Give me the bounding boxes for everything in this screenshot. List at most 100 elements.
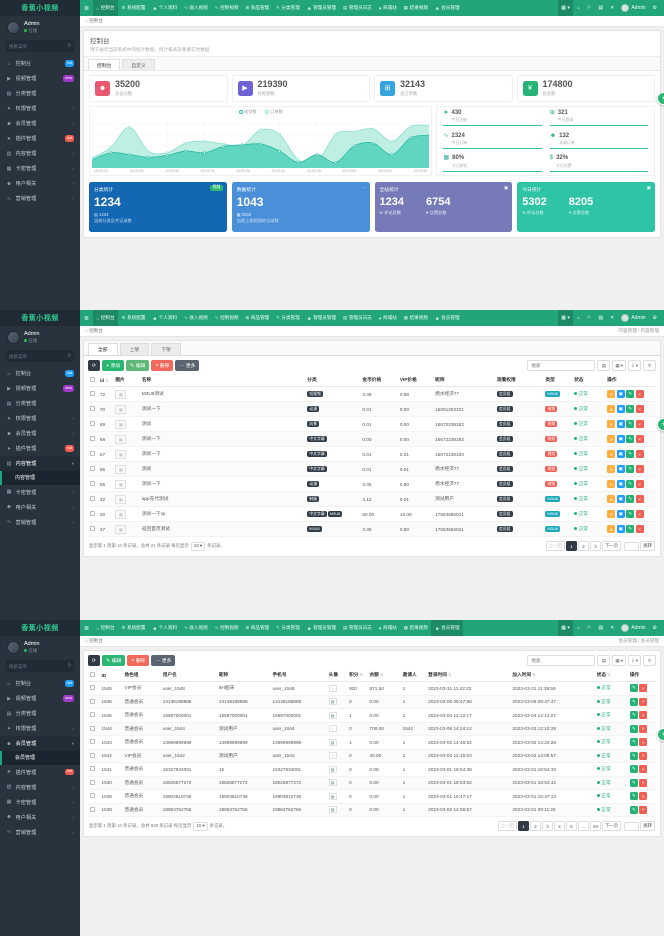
nav-item-6[interactable]: ⊞ 商品管理 [242, 0, 273, 16]
delete-button[interactable]: × [635, 480, 644, 488]
page-button-...[interactable]: ... [578, 821, 590, 831]
row-checkbox[interactable] [90, 712, 95, 718]
nav-item-8[interactable]: ☻ 管理员管理 [303, 310, 339, 326]
sidebar-item-4[interactable]: ✦ 权限管理 ‹ [0, 411, 80, 426]
home-icon[interactable]: ⌂ [576, 5, 580, 11]
delete-button[interactable]: × [635, 525, 644, 533]
detail-button[interactable]: ▣ [616, 435, 625, 443]
page-button-上一页[interactable]: 上一页 [497, 821, 518, 831]
nav-item-4[interactable]: ∿ 收入视频 [181, 310, 212, 326]
nav-item-12[interactable]: ☻ 会员管理 [431, 310, 463, 326]
dashboard-tab-1[interactable]: 控制台 [88, 59, 121, 70]
edit-button[interactable]: ✎ [626, 450, 635, 458]
nav-item-11[interactable]: ▦ 结果视频 [400, 620, 431, 636]
edit-button[interactable]: ✎ [629, 711, 638, 720]
apps-menu-icon[interactable]: ▦ ▾ [558, 310, 573, 326]
row-select-cell[interactable] [88, 461, 98, 477]
row-select-cell[interactable] [88, 708, 100, 723]
file-icon[interactable]: ▤ [598, 625, 604, 631]
page-tab-3[interactable]: 下架 [151, 343, 181, 355]
bell-icon[interactable]: ⚐ [586, 5, 592, 11]
sidebar-item-9[interactable]: ☻ 用户相关 ‹ [0, 500, 80, 515]
user-menu[interactable]: Admin [618, 314, 648, 322]
page-button-2[interactable]: 2 [578, 541, 590, 551]
page-button-5[interactable]: 5 [566, 821, 578, 831]
nav-item-5[interactable]: ∿ 控制视频 [211, 310, 242, 326]
sidebar-item-6[interactable]: ➤ 插件管理 hot [0, 131, 80, 146]
detail-button[interactable]: ▣ [616, 420, 625, 428]
col-header-类型[interactable]: 类型 [543, 374, 573, 387]
page-button-上一页[interactable]: 上一页 [545, 541, 566, 551]
view-button[interactable]: ≡ [607, 420, 616, 428]
delete-button[interactable]: × [639, 805, 648, 814]
col-header-登录时间[interactable]: 登录时间⇅ [426, 669, 511, 682]
brand-logo[interactable]: 香蕉小视频 [0, 0, 80, 16]
sidebar-item-7[interactable]: ▥ 内容管理 ‹ [0, 780, 80, 795]
delete-button[interactable]: × [635, 420, 644, 428]
delete-button[interactable]: × 删除 [127, 655, 150, 666]
brand-logo[interactable]: 香蕉小视频 [0, 620, 80, 636]
col-header-余额[interactable]: 余额⇅ [367, 669, 401, 682]
search-button[interactable]: ⚲ [643, 360, 656, 371]
edit-button[interactable]: ✎ [626, 405, 635, 413]
delete-button[interactable]: × [635, 390, 644, 398]
row-select-cell[interactable] [88, 416, 98, 432]
row-checkbox[interactable] [90, 685, 95, 691]
nav-item-10[interactable]: ♥ 商城站 [375, 0, 400, 16]
col-header-图片[interactable]: 图片 [113, 374, 140, 387]
table-search-input[interactable] [527, 360, 596, 371]
legend-item-订单数[interactable]: 订单数 [264, 109, 283, 115]
apps-menu-icon[interactable]: ▦ ▾ [558, 620, 573, 636]
page-jump-button[interactable]: 跳转 [640, 821, 655, 831]
edit-button[interactable]: ✎ [626, 420, 635, 428]
select-all-checkbox[interactable] [90, 377, 95, 382]
edit-button[interactable]: ✎ [629, 792, 638, 801]
settings-icon[interactable]: ⚙ [652, 5, 657, 11]
delete-button[interactable]: × [635, 405, 644, 413]
row-select-cell[interactable] [88, 735, 100, 750]
sidebar-item-8[interactable]: ▦ 卡密管理 ‹ [0, 161, 80, 176]
nav-item-1[interactable]: ⌂ 控制台 [93, 620, 118, 636]
delete-button[interactable]: × [639, 765, 648, 774]
col-header-头像[interactable]: 头像 [326, 669, 348, 682]
row-checkbox[interactable] [90, 793, 95, 799]
dashboard-tab-2[interactable]: 自定义 [122, 59, 155, 70]
service-float-button[interactable]: + [657, 92, 664, 105]
col-header-加入时间[interactable]: 加入时间⇅ [510, 669, 595, 682]
refresh-button[interactable]: ⟳ [88, 655, 100, 666]
sidebar-toggle-icon[interactable]: ≣ [84, 5, 90, 12]
nav-item-4[interactable]: ∿ 收入视频 [181, 0, 212, 16]
delete-button[interactable]: × [639, 684, 648, 693]
col-header-名称[interactable]: 名称 [139, 374, 306, 387]
nav-item-2[interactable]: ⚙ 系统配置 [118, 620, 149, 636]
nav-item-9[interactable]: ▤ 管理员日志 [340, 310, 376, 326]
select-all-cell[interactable] [88, 669, 100, 682]
row-checkbox[interactable] [90, 466, 95, 471]
col-header-分类[interactable]: 分类 [305, 374, 361, 387]
view-button[interactable]: ≡ [607, 405, 616, 413]
delete-button[interactable]: × [639, 711, 648, 720]
col-header-ID[interactable]: ID [99, 669, 123, 682]
grid-icon[interactable]: ▣ [503, 184, 509, 190]
row-checkbox[interactable] [90, 511, 95, 516]
view-button[interactable]: ≡ [607, 390, 616, 398]
sidebar-item-10[interactable]: ∿ 营销管理 ‹ [0, 515, 80, 530]
row-select-cell[interactable] [88, 803, 100, 817]
page-button-3[interactable]: 3 [590, 541, 602, 551]
grid-icon[interactable]: ▣ [646, 184, 651, 190]
col-header-昵称[interactable]: 昵称 [216, 669, 271, 682]
view-button[interactable]: ≡ [607, 525, 616, 533]
settings-icon[interactable]: ⚙ [652, 625, 657, 631]
page-size-select[interactable]: 10 ▾ [190, 541, 206, 551]
sidebar-item-4[interactable]: ✦ 权限管理 ‹ [0, 721, 80, 736]
legend-item-成交数[interactable]: 成交数 [238, 109, 257, 115]
col-header-VIP价格[interactable]: VIP价格 [397, 374, 434, 387]
page-button-1[interactable]: 1 [518, 821, 530, 831]
edit-button[interactable]: ✎ [629, 738, 638, 747]
edit-button[interactable]: ✎ [626, 525, 635, 533]
delete-button[interactable]: × [635, 435, 644, 443]
row-select-cell[interactable] [88, 431, 98, 447]
row-checkbox[interactable] [90, 436, 95, 441]
detail-view-button[interactable]: ▤ [597, 655, 611, 666]
row-checkbox[interactable] [90, 698, 95, 704]
